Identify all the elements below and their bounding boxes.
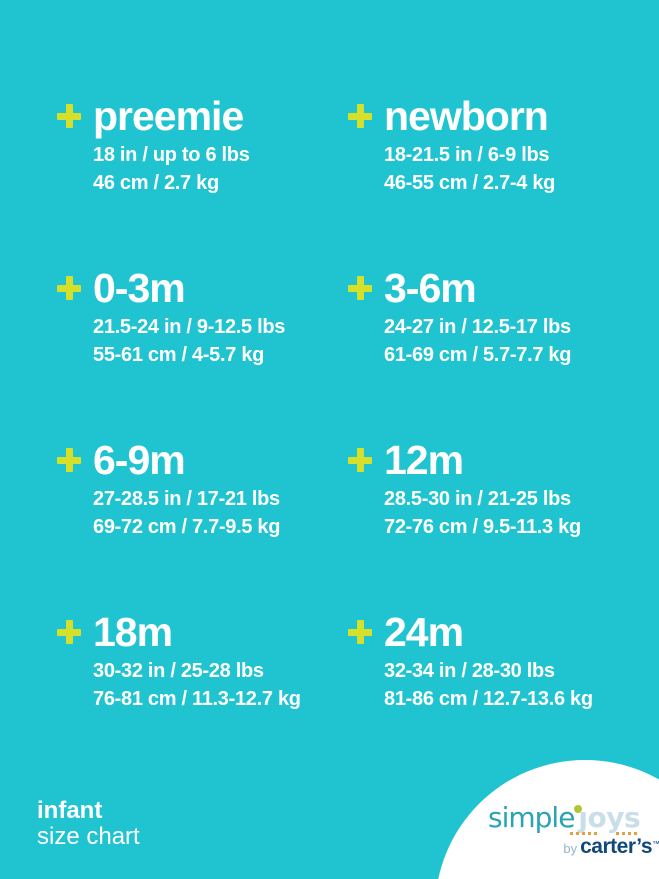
size-label: newborn [384, 93, 549, 139]
plus-icon [57, 104, 81, 128]
plus-icon [348, 276, 372, 300]
size-imperial: 28.5-30 in / 21-25 lbs [384, 488, 571, 510]
logo-text-by: by [563, 841, 578, 856]
size-label: 12m [384, 437, 464, 483]
size-label: 3-6m [384, 265, 477, 311]
size-metric: 81-86 cm / 12.7-13.6 kg [384, 688, 593, 710]
size-grid: preemie 18 in / up to 6 lbs 46 cm / 2.7 … [57, 94, 639, 782]
size-label: 24m [384, 609, 464, 655]
size-cell-12m: 12m 28.5-30 in / 21-25 lbs 72-76 cm / 9.… [348, 438, 639, 610]
dotted-underline [616, 832, 637, 835]
size-metric: 61-69 cm / 5.7-7.7 kg [384, 344, 572, 366]
size-label: 18m [93, 609, 173, 655]
size-imperial: 18 in / up to 6 lbs [93, 144, 250, 166]
plus-icon [57, 448, 81, 472]
chart-subtitle: size chart [37, 823, 140, 850]
size-cell-6-9m: 6-9m 27-28.5 in / 17-21 lbs 69-72 cm / 7… [57, 438, 348, 610]
size-imperial: 24-27 in / 12.5-17 lbs [384, 316, 571, 338]
plus-icon [348, 448, 372, 472]
size-metric: 46 cm / 2.7 kg [93, 172, 219, 194]
brand-logo: simple ȷoys by carter’s™ [488, 801, 659, 861]
plus-icon [348, 104, 372, 128]
logo-text-simple: simple [488, 801, 575, 834]
size-metric: 76-81 cm / 11.3-12.7 kg [93, 688, 301, 710]
trademark-symbol: ™ [652, 839, 659, 849]
size-imperial: 18-21.5 in / 6-9 lbs [384, 144, 550, 166]
dotted-underline [570, 832, 597, 835]
plus-icon [57, 620, 81, 644]
logo-text-joys: ȷoys [578, 801, 641, 834]
size-imperial: 30-32 in / 25-28 lbs [93, 660, 264, 682]
logo-text-carters: carter’s [580, 835, 652, 858]
size-label: 0-3m [93, 265, 186, 311]
size-cell-preemie: preemie 18 in / up to 6 lbs 46 cm / 2.7 … [57, 94, 348, 266]
size-label: preemie [93, 93, 244, 139]
plus-icon [348, 620, 372, 644]
size-imperial: 21.5-24 in / 9-12.5 lbs [93, 316, 286, 338]
size-metric: 55-61 cm / 4-5.7 kg [93, 344, 265, 366]
size-cell-newborn: newborn 18-21.5 in / 6-9 lbs 46-55 cm / … [348, 94, 639, 266]
size-label: 6-9m [93, 437, 186, 483]
size-imperial: 32-34 in / 28-30 lbs [384, 660, 555, 682]
size-metric: 72-76 cm / 9.5-11.3 kg [384, 516, 581, 538]
size-cell-24m: 24m 32-34 in / 28-30 lbs 81-86 cm / 12.7… [348, 610, 639, 782]
size-cell-0-3m: 0-3m 21.5-24 in / 9-12.5 lbs 55-61 cm / … [57, 266, 348, 438]
chart-title-block: infant size chart [37, 798, 140, 850]
size-imperial: 27-28.5 in / 17-21 lbs [93, 488, 280, 510]
size-metric: 69-72 cm / 7.7-9.5 kg [93, 516, 281, 538]
size-metric: 46-55 cm / 2.7-4 kg [384, 172, 556, 194]
plus-icon [57, 276, 81, 300]
size-cell-18m: 18m 30-32 in / 25-28 lbs 76-81 cm / 11.3… [57, 610, 348, 782]
chart-title: infant [37, 797, 103, 824]
size-cell-3-6m: 3-6m 24-27 in / 12.5-17 lbs 61-69 cm / 5… [348, 266, 639, 438]
j-dot-icon [574, 805, 582, 813]
